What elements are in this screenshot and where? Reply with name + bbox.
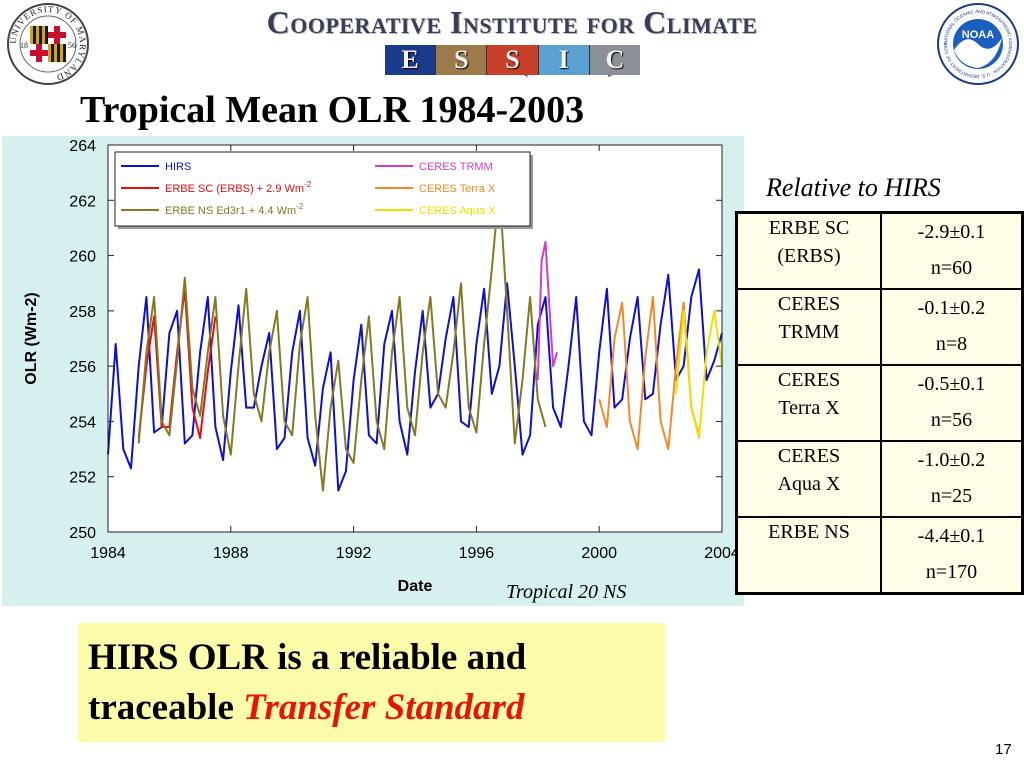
bias-value: -4.4±0.1 — [917, 525, 986, 547]
legend-label: CERES TRMM — [419, 161, 493, 173]
x-axis-title: Date — [398, 578, 433, 595]
instrument-name-line: CERES — [777, 369, 841, 391]
y-tick-label: 258 — [69, 304, 96, 321]
bias-value: -0.1±0.2 — [917, 297, 986, 319]
instrument-cell: ERBE NS — [735, 516, 882, 595]
legend-label: HIRS — [165, 161, 191, 173]
instrument-cell: CERES Aqua X — [735, 440, 882, 518]
essic-letter-e: E — [385, 45, 437, 75]
callout-line-1: HIRS OLR is a reliable and — [88, 637, 527, 678]
noaa-logo: NATIONAL OCEANIC AND ATMOSPHERIC ADMINIS… — [936, 2, 1019, 85]
y-tick-label: 260 — [69, 249, 96, 266]
table-row: CERES Aqua X -1.0±0.2 n=25 — [735, 440, 1024, 518]
tropical-note: Tropical 20 NS — [506, 581, 627, 603]
y-tick-label: 252 — [69, 470, 96, 487]
legend-box — [114, 151, 531, 227]
instrument-name-line: Terra X — [778, 397, 840, 419]
sample-count: n=8 — [935, 333, 968, 355]
noaa-seagull-icon — [954, 38, 1002, 68]
legend-label-superscript: -2 — [304, 180, 312, 189]
table-caption: Relative to HIRS — [766, 173, 941, 202]
legend-label-superscript: -2 — [296, 202, 304, 211]
plot-frame — [107, 144, 723, 533]
y-tick-label: 250 — [69, 525, 96, 542]
essic-banner: E S S I C — [385, 45, 641, 75]
table-row: CERES Terra X -0.5±0.1 n=56 — [735, 364, 1024, 442]
sample-count: n=170 — [925, 561, 978, 583]
university-of-maryland-seal: UNIVERSITY OF MARYLAND 18 56 — [7, 3, 89, 85]
instrument-cell: CERES Terra X — [735, 364, 882, 442]
instrument-name-line: ERBE NS — [768, 521, 850, 543]
series-line-erbe-ns — [137, 185, 547, 492]
maryland-flag-icon — [30, 26, 66, 62]
legend-label: ERBE NS Ed3r1 + 4.4 Wm-2 — [165, 202, 304, 217]
table-row: ERBE NS -4.4±0.1 n=170 — [735, 516, 1024, 595]
sample-count: n=56 — [930, 409, 973, 431]
instrument-cell: ERBE SC (ERBS) — [735, 211, 882, 290]
bias-value: -1.0±0.2 — [917, 449, 986, 471]
series-line-ceres-aqua-x — [675, 309, 723, 439]
bias-cell: -2.9±0.1 n=60 — [880, 211, 1024, 290]
instrument-name-line: CERES — [777, 445, 841, 467]
x-tick-label: 1988 — [213, 545, 249, 562]
legend-label: ERBE SC (ERBS) + 2.9 Wm-2 — [165, 180, 312, 195]
olr-chart-panel: 250 252 254 256 258 260 262 264 1984 1988 1992 1996… — [2, 136, 744, 606]
essic-letter-c: C — [589, 45, 641, 75]
x-tick-label: 2004 — [704, 545, 740, 562]
callout-line-2: traceable Transfer Standard — [88, 683, 526, 733]
x-tick-label: 1996 — [459, 545, 495, 562]
table-row: CERES TRMM -0.1±0.2 n=8 — [735, 288, 1024, 366]
bias-cell: -1.0±0.2 n=25 — [880, 440, 1024, 518]
noaa-label: NOAA — [962, 29, 994, 41]
callout-highlight: Transfer Standard — [243, 687, 525, 728]
instrument-name-line: (ERBS) — [777, 245, 841, 267]
x-tick-label: 2000 — [581, 545, 617, 562]
bias-cell: -0.5±0.1 n=56 — [880, 364, 1024, 442]
series-line-ceres-terra-x — [598, 296, 700, 451]
bias-value: -0.5±0.1 — [917, 373, 986, 395]
series-line-ceres-trmm — [536, 240, 558, 381]
y-tick-label: 256 — [69, 359, 96, 376]
relative-to-hirs-table: ERBE SC (ERBS) -2.9±0.1 n=60 CERES TRMM -0.1±0… — [735, 211, 1024, 595]
sample-count: n=60 — [930, 257, 973, 279]
instrument-name-line: Aqua X — [777, 473, 841, 495]
table-row: ERBE SC (ERBS) -2.9±0.1 n=60 — [735, 211, 1024, 290]
instrument-cell: CERES TRMM — [735, 288, 882, 366]
y-tick-label: 262 — [69, 193, 96, 210]
bias-cell: -0.1±0.2 n=8 — [880, 288, 1024, 366]
essic-letter-s2: S — [487, 45, 539, 75]
y-tick-label: 254 — [69, 414, 96, 431]
y-tick-label: 264 — [69, 138, 96, 155]
page-number: 17 — [995, 741, 1012, 758]
olr-time-series-chart: 250 252 254 256 258 260 262 264 1984 1988 1992 1996… — [23, 138, 740, 595]
callout-line-2-plain: traceable — [88, 687, 244, 728]
essic-letter-s1: S — [436, 45, 488, 75]
conclusion-callout: HIRS OLR is a reliable and traceable Tra… — [78, 623, 665, 742]
instrument-name-line: CERES — [777, 293, 841, 315]
x-tick-label: 1992 — [336, 545, 372, 562]
bias-cell: -4.4±0.1 n=170 — [880, 516, 1024, 595]
legend-label: CERES Terra X — [419, 183, 496, 195]
umd-year-right: 56 — [68, 41, 76, 50]
bias-value: -2.9±0.1 — [917, 221, 986, 243]
essic-letter-i: I — [538, 45, 590, 75]
instrument-name-line: ERBE SC — [768, 217, 850, 239]
instrument-name-line: TRMM — [778, 321, 840, 343]
sample-count: n=25 — [930, 485, 973, 507]
slide-title: Tropical Mean OLR 1984-2003 — [80, 89, 585, 131]
legend-label: CERES Aqua X — [419, 205, 496, 217]
y-axis-title: OLR (Wm-2) — [23, 292, 40, 384]
umd-year-left: 18 — [20, 41, 28, 50]
x-tick-label: 1984 — [90, 545, 126, 562]
